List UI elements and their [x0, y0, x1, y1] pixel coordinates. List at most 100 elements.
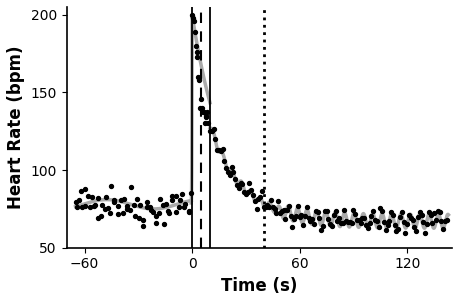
Point: [143, 204, 150, 209]
Point: [91, 203, 99, 208]
Point: [133, 196, 140, 201]
Point: [409, 218, 416, 223]
Point: [205, 120, 212, 125]
Point: [98, 203, 106, 207]
Point: [131, 213, 139, 218]
Point: [196, 78, 203, 83]
Point: [373, 219, 381, 224]
Point: [224, 169, 232, 174]
Point: [88, 194, 95, 199]
Point: [260, 205, 268, 210]
Point: [190, 18, 197, 23]
Point: [332, 209, 339, 214]
Point: [291, 216, 298, 221]
Point: [364, 225, 371, 230]
Point: [197, 97, 205, 102]
Point: [273, 211, 280, 216]
Point: [264, 202, 271, 207]
Point: [360, 216, 368, 220]
Point: [208, 128, 215, 133]
Point: [405, 213, 413, 218]
Point: [166, 210, 173, 215]
Point: [94, 196, 101, 201]
Point: [85, 193, 92, 198]
Point: [416, 210, 424, 214]
Point: [368, 213, 375, 218]
Point: [434, 208, 442, 213]
Point: [127, 185, 134, 190]
Point: [156, 196, 163, 201]
Point: [123, 204, 131, 208]
Point: [278, 208, 285, 213]
Point: [316, 215, 323, 220]
Point: [247, 188, 255, 193]
Point: [436, 210, 443, 214]
Point: [431, 211, 438, 216]
Point: [393, 229, 400, 234]
Point: [274, 198, 282, 203]
Point: [181, 204, 188, 209]
Point: [429, 221, 436, 226]
Point: [407, 216, 414, 220]
Point: [82, 204, 89, 208]
Point: [443, 217, 450, 222]
Point: [423, 222, 431, 226]
Point: [203, 113, 210, 118]
Point: [348, 221, 355, 226]
Point: [379, 209, 386, 214]
Point: [255, 196, 262, 201]
Point: [314, 209, 321, 214]
Point: [395, 226, 402, 231]
Point: [215, 147, 223, 152]
Point: [173, 210, 180, 215]
Point: [414, 215, 422, 220]
Point: [202, 114, 209, 119]
Point: [418, 212, 425, 217]
Point: [98, 214, 105, 218]
X-axis label: Time (s): Time (s): [221, 277, 297, 295]
Point: [195, 75, 202, 79]
Point: [196, 105, 204, 110]
Point: [162, 202, 169, 207]
Point: [221, 159, 228, 164]
Point: [204, 110, 211, 114]
Point: [432, 218, 440, 223]
Point: [228, 165, 235, 170]
Point: [296, 215, 303, 220]
Point: [366, 221, 373, 226]
Point: [172, 194, 179, 198]
Point: [384, 223, 391, 228]
Point: [257, 195, 264, 200]
Point: [114, 212, 121, 217]
Point: [182, 201, 189, 206]
Point: [397, 215, 404, 220]
Point: [258, 189, 266, 194]
Point: [357, 221, 364, 226]
Point: [107, 184, 115, 188]
Point: [219, 146, 226, 151]
Point: [117, 198, 124, 203]
Point: [149, 209, 157, 214]
Point: [72, 200, 79, 204]
Point: [249, 193, 257, 198]
Point: [387, 209, 395, 214]
Point: [253, 207, 260, 211]
Point: [287, 213, 294, 218]
Point: [382, 228, 389, 233]
Point: [106, 210, 114, 215]
Point: [321, 209, 329, 214]
Point: [323, 209, 330, 214]
Point: [269, 204, 276, 209]
Point: [276, 210, 284, 215]
Point: [90, 203, 97, 208]
Point: [194, 55, 201, 60]
Point: [144, 199, 151, 204]
Point: [159, 203, 166, 207]
Point: [148, 207, 155, 212]
Y-axis label: Heart Rate (bpm): Heart Rate (bpm): [7, 46, 25, 209]
Point: [242, 192, 250, 197]
Point: [342, 218, 350, 223]
Point: [185, 210, 192, 215]
Point: [115, 204, 122, 208]
Point: [177, 198, 184, 203]
